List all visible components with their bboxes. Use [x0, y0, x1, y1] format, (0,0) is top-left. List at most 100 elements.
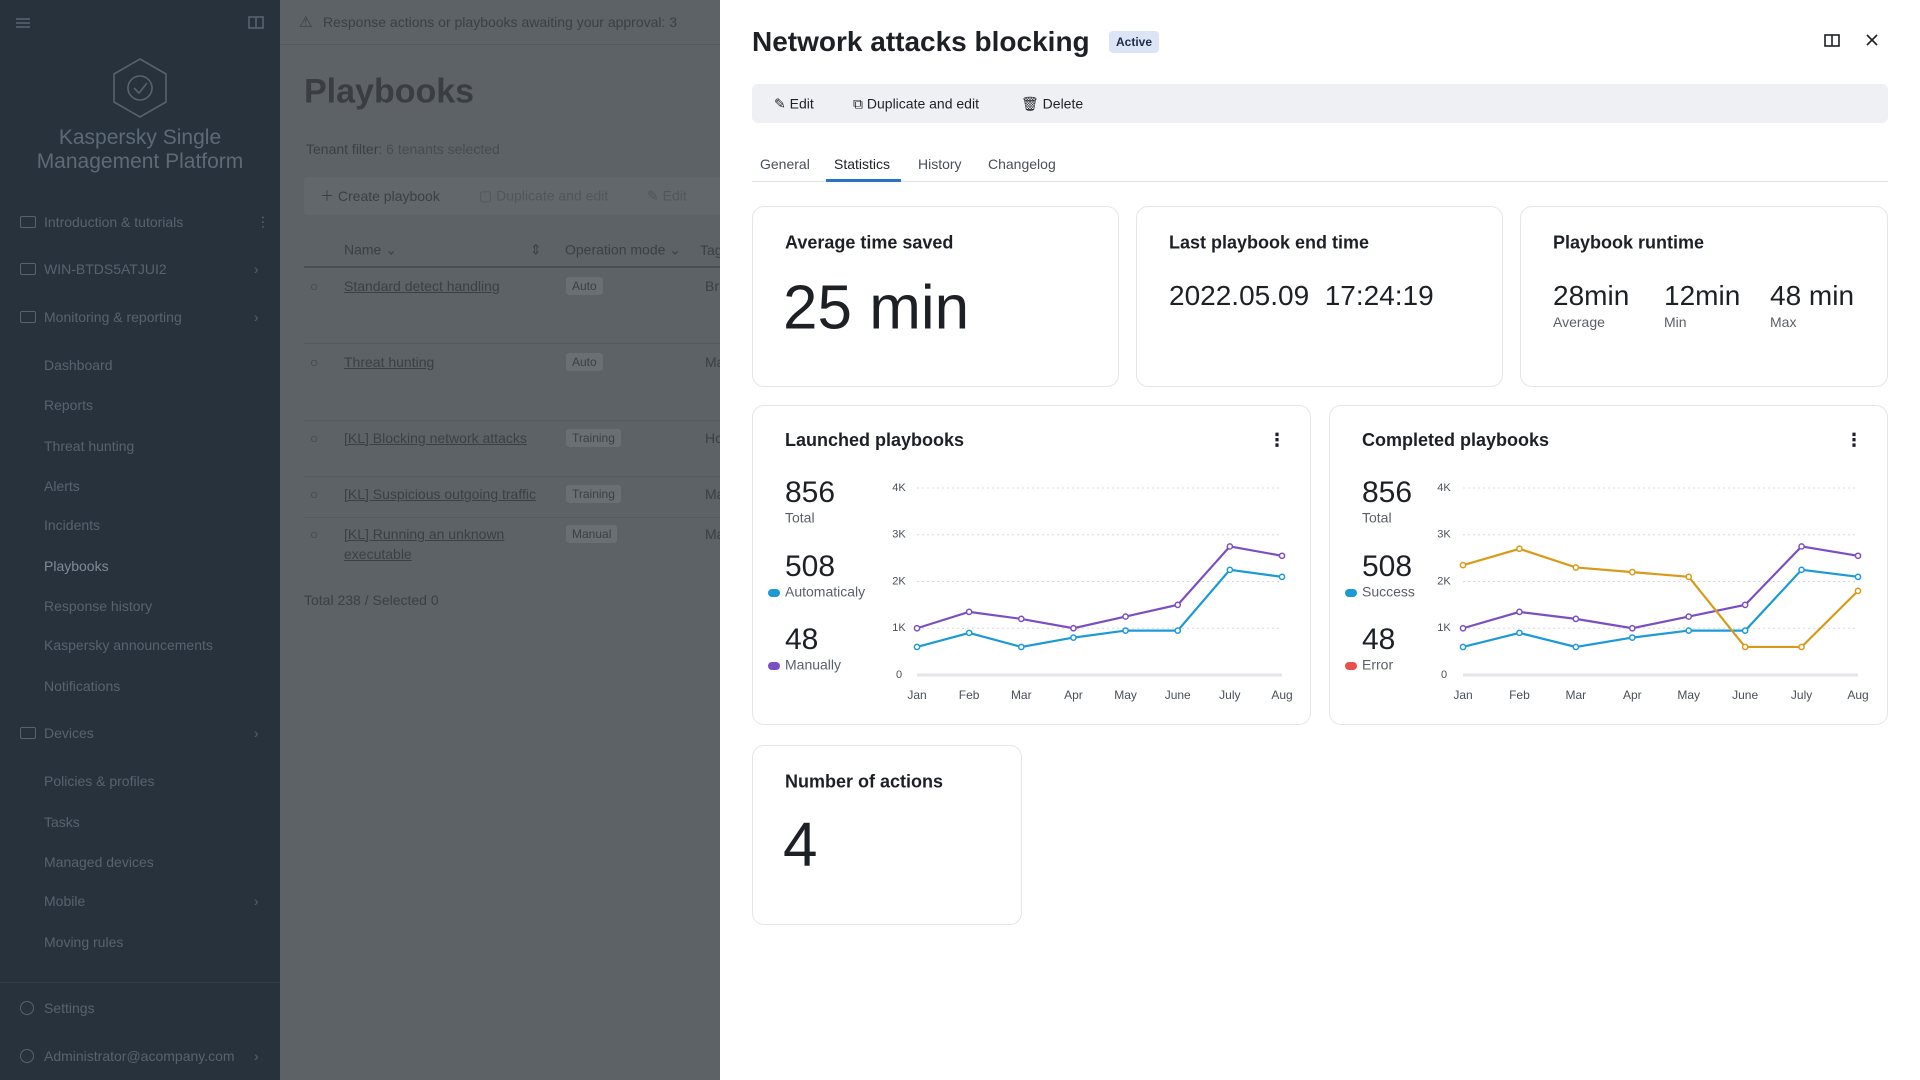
playbook-list: ⚠ Response actions or playbooks awaiting… — [280, 0, 720, 1080]
panel-icons[interactable] — [1824, 32, 1888, 50]
column-header[interactable]: Name ⌄ — [344, 241, 397, 258]
nav-item[interactable]: Response history — [44, 598, 153, 614]
row-divider — [304, 420, 720, 421]
nav-chevron[interactable]: › — [254, 725, 259, 741]
data-point — [1516, 629, 1523, 637]
playbook-name[interactable]: Standard detect handling — [344, 278, 500, 294]
nav-item-active[interactable]: Playbooks — [44, 558, 109, 574]
nav-item[interactable]: Dashboard — [44, 357, 113, 373]
runtime-value: 28min — [1553, 280, 1630, 311]
card-value: 25 min — [783, 273, 970, 343]
nav-more[interactable]: ⋮ — [256, 213, 270, 230]
nav-chevron[interactable]: › — [254, 893, 259, 909]
x-tick-label: July — [1791, 688, 1812, 702]
row-checkbox[interactable]: ○ — [310, 486, 319, 502]
nav-item[interactable]: Reports — [44, 397, 94, 413]
tab[interactable]: General — [760, 156, 810, 172]
nav-item[interactable]: Kaspersky announcements — [44, 637, 213, 653]
row-checkbox[interactable]: ○ — [310, 278, 319, 294]
data-point — [1516, 608, 1523, 616]
x-tick-label: Apr — [1623, 688, 1642, 702]
nav-item[interactable]: Devices — [44, 725, 94, 741]
product-name: Kaspersky Single Management Platform — [36, 126, 244, 173]
nav-item[interactable]: Introduction & tutorials — [44, 214, 184, 230]
header-line — [304, 266, 720, 268]
tenant-filter[interactable]: Tenant filter: 6 tenants selected — [306, 141, 500, 157]
playbook-name[interactable]: Threat hunting — [344, 354, 435, 370]
action-button[interactable]: ⧉ Duplicate and edit — [853, 95, 979, 112]
nav-item[interactable]: WIN-BTDS5ATJUI2 — [44, 261, 167, 277]
data-point — [1017, 643, 1025, 651]
nav-item[interactable]: Managed devices — [44, 854, 154, 870]
column-name: Name — [344, 241, 382, 258]
x-tick-label: Aug — [1847, 688, 1868, 702]
series-line — [916, 568, 1283, 649]
nav-item[interactable]: Settings — [44, 1000, 95, 1016]
y-tick-label: 4K — [1437, 482, 1451, 494]
toolbar-button[interactable]: ✎ Edit — [647, 187, 687, 204]
data-point — [1459, 561, 1467, 569]
nav-chevron[interactable]: › — [254, 261, 259, 277]
toolbar-label: Create playbook — [337, 188, 440, 204]
data-point — [1854, 573, 1862, 581]
tag: Ma — [705, 354, 720, 370]
toolbar — [304, 177, 720, 215]
card-title: Last playbook end time — [1169, 232, 1370, 253]
nav-item[interactable]: Moving rules — [44, 934, 124, 950]
data-point — [965, 629, 973, 637]
tab[interactable]: History — [918, 156, 962, 172]
nav-item[interactable]: Mobile — [44, 893, 86, 909]
column-header[interactable]: Operation mode ⌄ — [565, 241, 682, 258]
playbook-name[interactable]: [KL] Running an unknown executable — [344, 526, 505, 562]
playbook-name[interactable]: [KL] Suspicious outgoing traffic — [344, 486, 536, 502]
toolbar-button[interactable]: ▢ Duplicate and edit — [479, 187, 609, 204]
nav-item[interactable]: Monitoring & reporting — [44, 309, 182, 325]
banner[interactable]: Response actions or playbooks awaiting y… — [323, 14, 678, 30]
data-point — [1459, 624, 1467, 632]
summary-value: 48 — [1362, 623, 1395, 656]
summary-value: 856 — [1362, 476, 1412, 509]
nav-item[interactable]: Administrator@acompany.com — [44, 1048, 235, 1064]
nav-item[interactable]: Policies & profiles — [44, 773, 155, 789]
y-tick-label: 1K — [892, 622, 906, 634]
nav-item[interactable]: Threat hunting — [44, 438, 135, 454]
tag: Ma — [705, 486, 720, 502]
x-tick-label: May — [1677, 688, 1700, 702]
row-divider — [304, 343, 720, 344]
nav-chevron[interactable]: › — [254, 309, 259, 325]
x-tick-label: Feb — [959, 688, 980, 702]
action-button[interactable]: 🗑 Delete — [1021, 95, 1084, 112]
nav-item[interactable]: Alerts — [44, 478, 80, 494]
runtime-label: Max — [1770, 314, 1797, 330]
nav-item[interactable]: Incidents — [44, 517, 101, 533]
row-checkbox[interactable]: ○ — [310, 526, 319, 542]
tenant-filter-value[interactable]: 6 tenants selected — [386, 141, 500, 157]
column-header[interactable]: Tags — [700, 242, 720, 258]
tab[interactable]: Changelog — [988, 156, 1056, 172]
nav-item[interactable]: Notifications — [44, 678, 121, 694]
data-point — [1122, 627, 1129, 634]
runtime-value: 12min — [1664, 280, 1741, 311]
x-tick-label: Aug — [1271, 688, 1292, 702]
series-line — [1462, 547, 1859, 649]
nav-item[interactable]: Tasks — [44, 814, 80, 830]
y-tick-label: 4K — [892, 482, 906, 494]
nav-chevron[interactable]: › — [254, 1048, 259, 1064]
tab-active[interactable]: Statistics — [834, 156, 891, 172]
nav-icon — [20, 1001, 34, 1015]
tag: Ma — [705, 526, 720, 542]
sort-icon[interactable]: ⇕ — [530, 241, 542, 258]
toolbar-button[interactable]: ＋ Create playbook — [320, 188, 440, 204]
series-line — [1462, 568, 1859, 649]
nav-icon — [20, 263, 36, 275]
data-point — [1628, 624, 1636, 632]
row-checkbox[interactable]: ○ — [310, 354, 319, 370]
data-point — [1516, 545, 1523, 553]
action-button[interactable]: ✎ Edit — [774, 95, 814, 112]
row-checkbox[interactable]: ○ — [310, 430, 319, 446]
data-point — [965, 608, 973, 616]
data-point — [1459, 643, 1467, 651]
playbook-name[interactable]: [KL] Blocking network attacks — [344, 430, 527, 446]
warning-icon: ⚠ — [299, 14, 313, 31]
